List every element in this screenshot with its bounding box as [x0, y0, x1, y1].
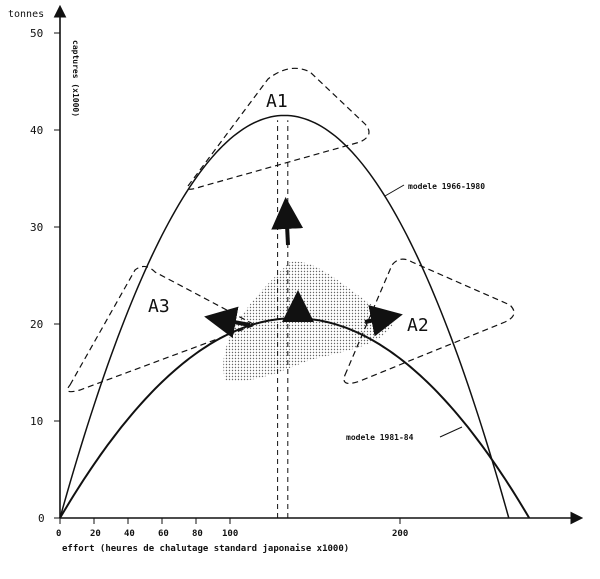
series-label-1966-1980: modele 1966-1980 — [408, 182, 485, 191]
x-tick-label: 100 — [222, 529, 238, 539]
leader-1966-1980 — [384, 184, 405, 197]
y-tick-label: 30 — [30, 221, 43, 234]
x-tick-label: 200 — [392, 529, 408, 539]
x-tick-label: 80 — [192, 529, 203, 539]
a2-region — [343, 258, 515, 385]
series-line-1966-1980 — [59, 114, 510, 519]
x-tick-label: 60 — [158, 529, 169, 539]
arrow-left — [204, 306, 251, 339]
annotation-a3: A3 — [148, 296, 170, 317]
a1-region — [186, 67, 370, 190]
annotation-a1: A1 — [266, 91, 288, 112]
x-tick-label: 20 — [90, 529, 101, 539]
leader-1981-84 — [439, 426, 463, 438]
arrow-right — [364, 305, 403, 337]
a3-region — [67, 265, 257, 393]
y-tick-label: 50 — [30, 27, 43, 40]
y-tick-label: 20 — [30, 318, 43, 331]
y-tick-label: 0 — [38, 512, 45, 525]
x-tick-label: 40 — [124, 529, 135, 539]
y-tick-label: 40 — [30, 124, 43, 137]
series-label-1981-84: modele 1981-84 — [346, 433, 414, 442]
arrow-up — [271, 197, 304, 246]
annotation-a2: A2 — [407, 315, 429, 336]
x-axis-label: effort (heures de chalutage standard jap… — [62, 543, 349, 554]
y-tick-label: 10 — [30, 415, 43, 428]
x-tick-label: 0 — [56, 529, 61, 539]
y-axis-label: captures (x1000) — [71, 40, 80, 117]
y-unit-label: tonnes — [8, 9, 44, 20]
